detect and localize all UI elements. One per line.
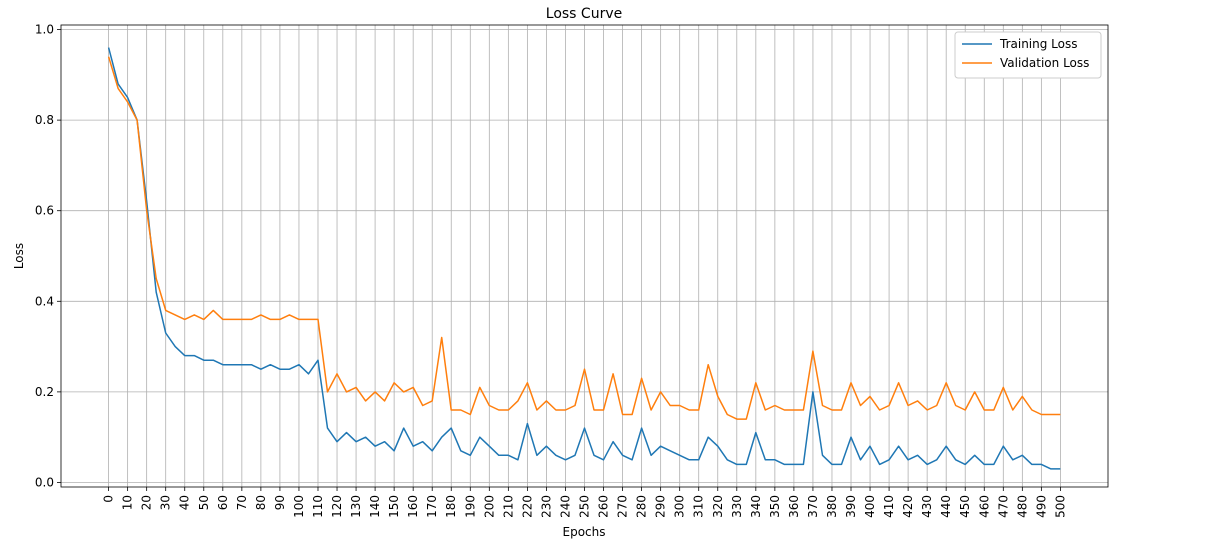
x-tick-label: 140 <box>368 495 382 518</box>
x-tick-label: 230 <box>539 495 553 518</box>
x-tick-label: 90 <box>273 495 287 510</box>
axis-ticks: 0 10 20 30 40 50 60 70 80 90 100 110 120 130 140 150 160… <box>35 23 1068 518</box>
x-tick-label: 250 <box>578 495 592 518</box>
grid-lines <box>61 25 1108 487</box>
x-tick-label: 30 <box>159 495 173 510</box>
chart-title: Loss Curve <box>546 6 622 22</box>
legend: Training Loss Validation Loss <box>954 31 1102 79</box>
x-tick-label: 110 <box>311 495 325 518</box>
x-tick-label: 300 <box>673 495 687 518</box>
x-tick-label: 40 <box>178 495 192 510</box>
legend-label-validation: Validation Loss <box>1000 56 1089 70</box>
x-tick-label: 50 <box>197 495 211 510</box>
x-tick-label: 120 <box>330 495 344 518</box>
x-tick-label: 180 <box>444 495 458 518</box>
x-tick-label: 160 <box>406 495 420 518</box>
x-tick-label: 200 <box>482 495 496 518</box>
x-tick-label: 0 <box>102 495 116 503</box>
x-tick-label: 380 <box>825 495 839 518</box>
x-tick-label: 480 <box>1015 495 1029 518</box>
x-tick-label: 260 <box>597 495 611 518</box>
x-tick-label: 370 <box>806 495 820 518</box>
x-tick-label: 20 <box>140 495 154 510</box>
x-axis-label: Epochs <box>563 525 606 539</box>
x-tick-label: 360 <box>787 495 801 518</box>
x-tick-label: 190 <box>463 495 477 518</box>
x-tick-label: 290 <box>654 495 668 518</box>
x-tick-label: 210 <box>501 495 515 518</box>
x-tick-label: 470 <box>996 495 1010 518</box>
x-tick-label: 70 <box>235 495 249 510</box>
x-tick-label: 340 <box>749 495 763 518</box>
x-tick-label: 390 <box>844 495 858 518</box>
x-tick-label: 130 <box>349 495 363 518</box>
x-tick-label: 80 <box>254 495 268 510</box>
x-tick-label: 440 <box>939 495 953 518</box>
x-tick-label: 10 <box>121 495 135 510</box>
x-tick-label: 410 <box>882 495 896 518</box>
x-tick-label: 420 <box>901 495 915 518</box>
x-tick-label: 430 <box>920 495 934 518</box>
x-tick-label: 270 <box>616 495 630 518</box>
x-tick-label: 500 <box>1053 495 1067 518</box>
x-tick-label: 170 <box>425 495 439 518</box>
x-tick-label: 280 <box>635 495 649 518</box>
x-tick-label: 60 <box>216 495 230 510</box>
x-tick-label: 310 <box>692 495 706 518</box>
x-tick-label: 220 <box>520 495 534 518</box>
x-tick-label: 400 <box>863 495 877 518</box>
x-tick-label: 330 <box>730 495 744 518</box>
x-tick-label: 320 <box>711 495 725 518</box>
x-tick-label: 490 <box>1034 495 1048 518</box>
x-tick-label: 460 <box>977 495 991 518</box>
y-tick-label: 0.0 <box>35 475 54 489</box>
x-tick-label: 350 <box>768 495 782 518</box>
x-tick-label: 100 <box>292 495 306 518</box>
y-tick-label: 1.0 <box>35 23 54 37</box>
x-tick-label: 240 <box>558 495 572 518</box>
x-tick-label: 150 <box>387 495 401 518</box>
y-tick-label: 0.6 <box>35 204 54 218</box>
legend-label-training: Training Loss <box>999 37 1077 51</box>
y-tick-label: 0.2 <box>35 385 54 399</box>
series-line-validation-loss <box>107 56 1061 420</box>
series-line-training-loss <box>107 47 1061 470</box>
y-axis-label: Loss <box>12 243 26 269</box>
y-tick-label: 0.8 <box>35 113 54 127</box>
series-lines <box>107 47 1061 470</box>
y-tick-label: 0.4 <box>35 294 54 308</box>
x-tick-label: 450 <box>958 495 972 518</box>
